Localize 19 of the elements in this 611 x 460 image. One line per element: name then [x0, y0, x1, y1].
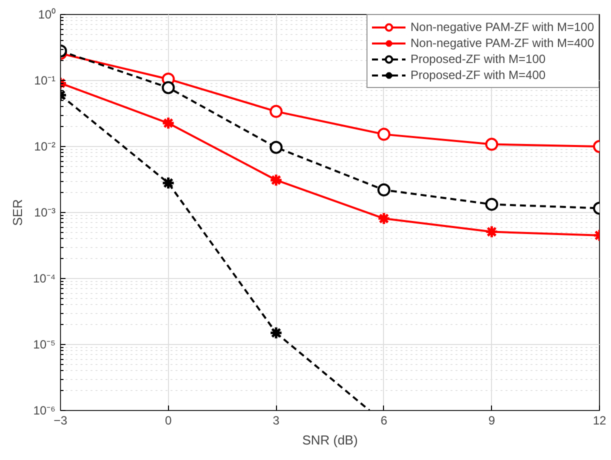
x-axis-title: SNR (dB): [302, 432, 358, 448]
legend-label: Non-negative PAM-ZF with M=100: [410, 19, 594, 35]
legend-label: Proposed-ZF with M=400: [410, 67, 546, 83]
y-tick-label: 10⁻⁴: [32, 272, 56, 286]
y-tick-label: 10⁰: [38, 8, 56, 22]
x-tick-label: 3: [272, 414, 280, 428]
x-tick-label: −3: [54, 414, 68, 428]
x-tick-label: 6: [380, 414, 388, 428]
legend-label: Proposed-ZF with M=100: [410, 51, 546, 67]
y-tick-label: 10⁻⁵: [33, 338, 56, 352]
y-tick-label: 10⁻³: [34, 206, 56, 220]
y-tick-label: 10⁻⁶: [33, 404, 56, 418]
y-axis-title: SER: [10, 199, 25, 226]
y-tick-label: 10⁻¹: [34, 74, 56, 88]
x-tick-label: 9: [488, 414, 496, 428]
legend-label: Non-negative PAM-ZF with M=400: [410, 35, 594, 51]
x-tick-label: 12: [592, 414, 606, 428]
x-tick-label: 0: [164, 414, 172, 428]
y-tick-label: 10⁻²: [34, 140, 56, 154]
